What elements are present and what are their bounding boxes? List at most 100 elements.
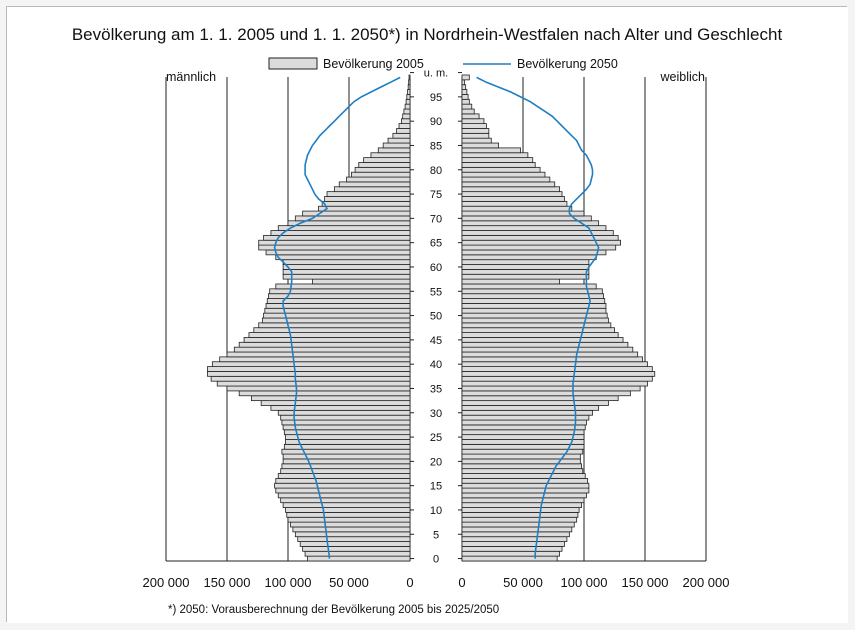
age-label-0: 0: [433, 554, 439, 566]
bar-male-age-2: [302, 546, 411, 552]
bar-female-age-90: [461, 118, 485, 124]
x-tick-right-3: 150 000: [622, 575, 669, 590]
bar-male-age-77: [338, 181, 411, 188]
bar-female-age-47: [461, 327, 615, 333]
age-label-5: 25: [430, 432, 442, 444]
age-label-19: 95: [430, 92, 442, 104]
bar-male-age-67: [270, 230, 411, 236]
bar-female-age-34: [461, 390, 631, 397]
bar-male-age-92: [403, 108, 411, 115]
bar-male-age-57: [311, 278, 411, 285]
bar-male-age-59: [282, 268, 411, 275]
x-axis-ticks: 200 000 150 000 100 000 50 000 0 0 50 000 100 0…: [143, 575, 730, 590]
bar-male-age-64: [258, 244, 411, 251]
bar-female-age-28: [461, 419, 587, 426]
bar-female-age-63: [461, 249, 607, 256]
bar-female-age-82: [461, 157, 534, 163]
bar-male-age-63: [265, 249, 411, 256]
bar-female-age-33: [461, 395, 619, 402]
bar-female-age-80: [461, 166, 541, 173]
bar-male-age-5: [294, 531, 411, 538]
bar-female-age-73: [461, 200, 568, 207]
bar-male-age-95: [406, 94, 411, 100]
bar-female-age-41: [461, 356, 643, 363]
bar-male-age-56: [275, 283, 411, 290]
bar-female-age-7: [461, 521, 575, 528]
bar-male-age-3: [299, 541, 411, 547]
bars-2005: [207, 74, 656, 562]
bar-female-age-55: [461, 288, 603, 295]
age-axis: 0 5 10 15 20 25 30 35 40 45 50 55 60 65 70 75 80 85 90 95 u.…: [410, 68, 462, 566]
bar-female-age-2: [461, 546, 563, 552]
age-label-9: 45: [430, 335, 442, 347]
bar-male-age-36: [216, 380, 411, 387]
bar-male-age-85: [382, 142, 411, 149]
population-pyramid-chart: Bevölkerung am 1. 1. 2005 und 1. 1. 2050…: [7, 7, 848, 623]
age-label-18: 90: [430, 116, 442, 128]
age-label-4: 20: [430, 456, 442, 468]
bar-male-age-40: [211, 361, 411, 367]
bar-male-age-34: [238, 390, 411, 397]
bar-male-age-17: [277, 473, 411, 479]
bar-male-age-93: [404, 103, 411, 110]
age-label-8: 40: [430, 359, 442, 371]
bar-female-age-1: [461, 550, 560, 557]
bar-male-age-86: [387, 137, 411, 144]
bar-female-age-38: [461, 371, 656, 377]
bar-male-age-88: [396, 128, 411, 134]
bar-female-age-48: [461, 322, 612, 329]
x-tick-right-4: 200 000: [683, 575, 730, 590]
left-side-label: männlich: [166, 70, 216, 84]
bar-female-age-15: [461, 482, 590, 489]
bar-male-age-16: [275, 477, 411, 484]
bar-male-age-87: [392, 132, 411, 139]
bar-male-age-74: [324, 196, 411, 202]
x-tick-right-1: 50 000: [503, 575, 543, 590]
bar-female-age-93: [461, 103, 473, 110]
legend-bar-swatch: [268, 57, 318, 70]
bar-male-age-26: [283, 429, 411, 436]
bar-male-age-98: [408, 79, 411, 86]
legend-bar-label: Bevölkerung 2005: [323, 57, 424, 71]
bar-male-age-33: [250, 395, 411, 402]
age-label-2: 10: [430, 505, 442, 517]
age-label-14: 70: [430, 213, 442, 225]
bar-male-age-66: [263, 234, 411, 241]
bar-male-age-19: [281, 463, 411, 470]
chart-background: [7, 7, 848, 623]
bar-male-age-62: [275, 254, 411, 261]
age-label-6: 30: [430, 408, 442, 420]
bar-female-age-58: [461, 273, 590, 280]
bar-female-age-8: [461, 516, 578, 523]
chart-title: Bevölkerung am 1. 1. 2005 und 1. 1. 2050…: [72, 25, 783, 44]
age-label-7: 35: [430, 383, 442, 395]
bar-female-age-24: [461, 439, 585, 445]
bar-male-age-83: [370, 152, 411, 159]
line-2050-male: [273, 76, 401, 559]
bar-male-age-37: [210, 375, 411, 382]
bar-male-age-99: [408, 74, 411, 81]
bar-female-age-25: [461, 434, 585, 440]
bar-male-age-21: [282, 453, 411, 460]
bar-female-age-81: [461, 162, 536, 168]
bar-female-age-16: [461, 477, 589, 484]
bar-male-age-0: [307, 555, 411, 562]
bar-female-age-84: [461, 147, 521, 154]
bar-male-age-18: [280, 468, 411, 474]
x-tick-left-4: 0: [406, 575, 413, 590]
bar-male-age-24: [285, 439, 411, 445]
bar-female-age-52: [461, 303, 607, 309]
bar-female-age-13: [461, 492, 587, 499]
bar-female-age-92: [461, 108, 475, 115]
bar-female-age-4: [461, 536, 568, 542]
bar-male-age-82: [363, 157, 411, 163]
bar-male-age-89: [398, 123, 411, 129]
bar-male-age-29: [280, 414, 411, 421]
bar-female-age-39: [461, 366, 653, 372]
footnote: *) 2050: Vorausberechnung der Bevölkerun…: [168, 604, 499, 616]
bar-male-age-9: [286, 511, 411, 518]
bar-female-age-71: [461, 210, 585, 217]
bar-male-age-32: [260, 400, 411, 406]
bar-female-age-75: [461, 191, 563, 197]
bar-female-age-85: [461, 142, 499, 149]
